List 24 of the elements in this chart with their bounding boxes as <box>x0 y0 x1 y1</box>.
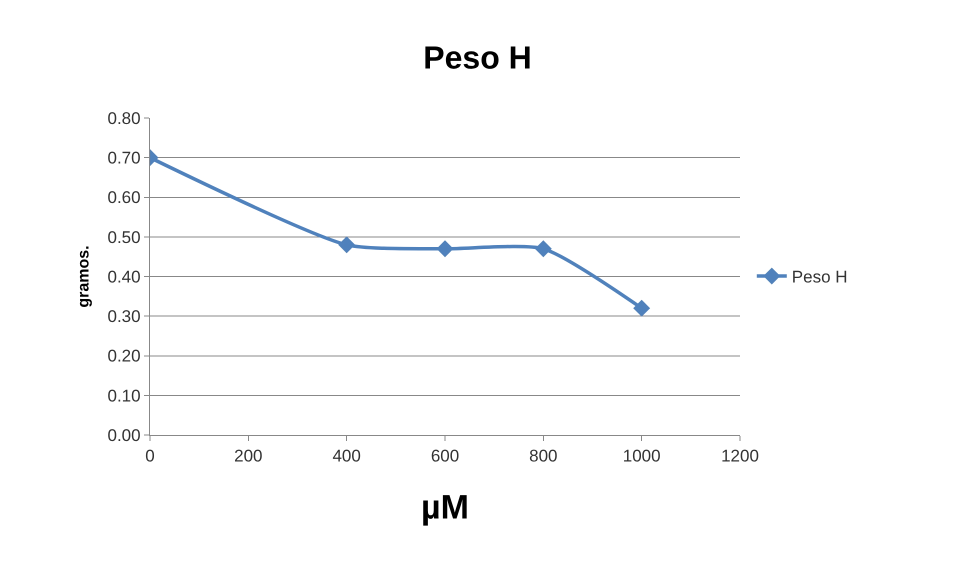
y-tick-label: 0.20 <box>108 346 141 366</box>
x-tick-label: 1200 <box>721 446 759 466</box>
y-tick-label: 0.30 <box>108 307 141 326</box>
y-tick-label: 0.00 <box>108 426 141 445</box>
chart-title: Peso H <box>423 40 532 76</box>
x-tick-label: 200 <box>234 446 263 466</box>
y-tick-label: 0.10 <box>108 386 141 406</box>
x-tick-label: 400 <box>332 446 361 466</box>
x-tick-label: 800 <box>529 446 558 466</box>
y-tick-label: 0.70 <box>108 148 141 168</box>
y-tick-label: 0.60 <box>108 188 141 208</box>
x-tick-label: 0 <box>145 446 155 466</box>
y-tick-label: 0.50 <box>108 228 141 247</box>
x-axis-title: µM <box>421 488 469 527</box>
y-tick-label: 0.40 <box>108 267 141 286</box>
y-axis-title: gramos. <box>75 245 92 308</box>
point <box>633 300 650 317</box>
point <box>338 236 356 254</box>
point <box>436 240 454 258</box>
point <box>534 240 552 258</box>
y-tick-label: 0.80 <box>108 108 141 128</box>
legend-label: Peso H <box>792 268 848 287</box>
x-tick-label: 1000 <box>622 446 661 466</box>
x-tick-label: 600 <box>430 446 460 466</box>
